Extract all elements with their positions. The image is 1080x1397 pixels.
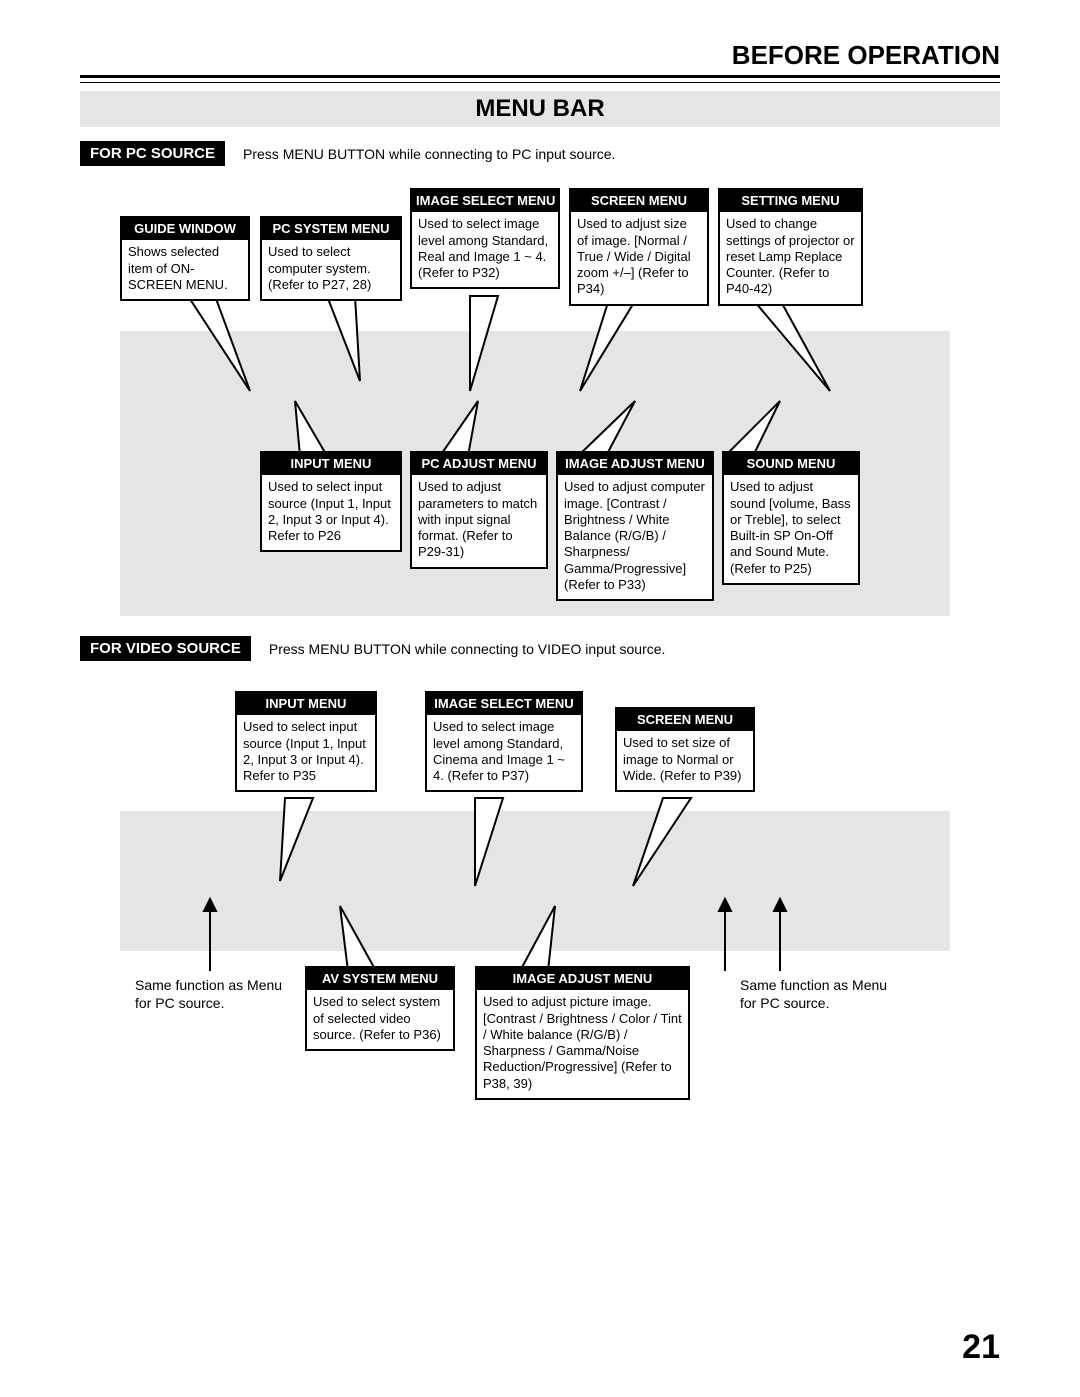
- callout-title: IMAGE ADJUST MENU: [477, 968, 688, 990]
- page-title: MENU BAR: [80, 91, 1000, 127]
- callout-title: SCREEN MENU: [617, 709, 753, 731]
- av-system-callout: AV SYSTEM MENU Used to select system of …: [305, 966, 455, 1051]
- callout-title: IMAGE SELECT MENU: [412, 190, 558, 212]
- image-select-callout: IMAGE SELECT MENU Used to select image l…: [410, 188, 560, 289]
- image-adjust-callout: IMAGE ADJUST MENU Used to adjust compute…: [556, 451, 714, 601]
- callout-title: SOUND MENU: [724, 453, 858, 475]
- callout-body: Shows selected item of ON-SCREEN MENU.: [122, 240, 248, 299]
- video-diagram: INPUT MENU Used to select input source (…: [80, 671, 1000, 1121]
- callout-body: Used to select image level among Standar…: [412, 212, 558, 287]
- video-input-callout: INPUT MENU Used to select input source (…: [235, 691, 377, 792]
- callout-title: PC SYSTEM MENU: [262, 218, 400, 240]
- input-menu-callout: INPUT MENU Used to select input source (…: [260, 451, 402, 552]
- callout-title: INPUT MENU: [262, 453, 400, 475]
- page: BEFORE OPERATION MENU BAR FOR PC SOURCE …: [0, 0, 1080, 1397]
- callout-body: Used to adjust size of image. [Normal / …: [571, 212, 707, 303]
- callout-body: Used to adjust sound [volume, Bass or Tr…: [724, 475, 858, 583]
- note-right: Same function as Menu for PC source.: [740, 976, 890, 1012]
- callout-title: SETTING MENU: [720, 190, 861, 212]
- video-image-select-callout: IMAGE SELECT MENU Used to select image l…: [425, 691, 583, 792]
- video-screen-callout: SCREEN MENU Used to set size of image to…: [615, 707, 755, 792]
- video-gray-area: [120, 811, 950, 951]
- section-header: BEFORE OPERATION: [80, 40, 1000, 71]
- callout-title: IMAGE ADJUST MENU: [558, 453, 712, 475]
- callout-body: Used to set size of image to Normal or W…: [617, 731, 753, 790]
- callout-body: Used to adjust picture image. [Contrast …: [477, 990, 688, 1098]
- callout-body: Used to select input source (Input 1, In…: [237, 715, 375, 790]
- sound-menu-callout: SOUND MENU Used to adjust sound [volume,…: [722, 451, 860, 585]
- callout-title: GUIDE WINDOW: [122, 218, 248, 240]
- pc-source-desc: Press MENU BUTTON while connecting to PC…: [243, 146, 615, 162]
- guide-window-callout: GUIDE WINDOW Shows selected item of ON-S…: [120, 216, 250, 301]
- callout-title: IMAGE SELECT MENU: [427, 693, 581, 715]
- video-source-row: FOR VIDEO SOURCE Press MENU BUTTON while…: [80, 636, 1000, 661]
- pc-diagram: GUIDE WINDOW Shows selected item of ON-S…: [80, 176, 1000, 626]
- pc-system-callout: PC SYSTEM MENU Used to select computer s…: [260, 216, 402, 301]
- page-number: 21: [962, 1328, 1000, 1367]
- callout-title: AV SYSTEM MENU: [307, 968, 453, 990]
- callout-body: Used to adjust parameters to match with …: [412, 475, 546, 566]
- pc-adjust-callout: PC ADJUST MENU Used to adjust parameters…: [410, 451, 548, 569]
- callout-title: INPUT MENU: [237, 693, 375, 715]
- callout-title: SCREEN MENU: [571, 190, 707, 212]
- callout-body: Used to adjust computer image. [Contrast…: [558, 475, 712, 599]
- callout-body: Used to select computer system. (Refer t…: [262, 240, 400, 299]
- screen-menu-callout: SCREEN MENU Used to adjust size of image…: [569, 188, 709, 306]
- pc-source-row: FOR PC SOURCE Press MENU BUTTON while co…: [80, 141, 1000, 166]
- video-source-label: FOR VIDEO SOURCE: [80, 636, 251, 661]
- callout-body: Used to select input source (Input 1, In…: [262, 475, 400, 550]
- setting-menu-callout: SETTING MENU Used to change settings of …: [718, 188, 863, 306]
- video-source-desc: Press MENU BUTTON while connecting to VI…: [269, 641, 666, 657]
- note-left: Same function as Menu for PC source.: [135, 976, 285, 1012]
- callout-body: Used to change settings of projector or …: [720, 212, 861, 303]
- header-rule: [80, 75, 1000, 83]
- callout-body: Used to select system of selected video …: [307, 990, 453, 1049]
- callout-title: PC ADJUST MENU: [412, 453, 546, 475]
- callout-body: Used to select image level among Standar…: [427, 715, 581, 790]
- video-image-adjust-callout: IMAGE ADJUST MENU Used to adjust picture…: [475, 966, 690, 1100]
- pc-source-label: FOR PC SOURCE: [80, 141, 225, 166]
